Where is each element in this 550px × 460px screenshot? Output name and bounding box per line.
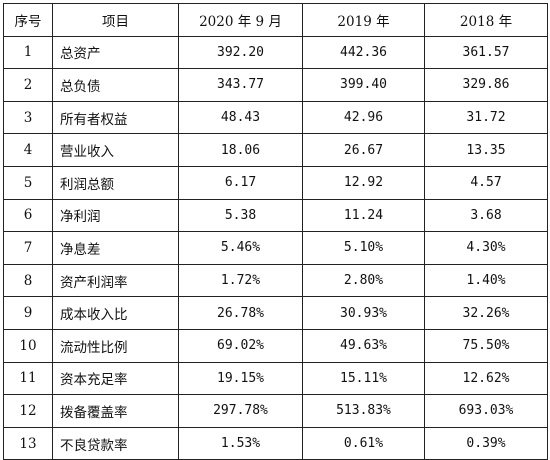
header-serial-number: 序号 (3, 3, 53, 37)
value-2020-sep: 1.72% (178, 263, 303, 298)
table-row: 11 资本充足率 19.15% 15.11% 12.62% (3, 361, 548, 396)
item-name: 净利润 (52, 198, 179, 233)
row-number: 2 (3, 68, 53, 102)
value-2019: 15.11% (302, 361, 425, 396)
item-name: 不良贷款率 (52, 426, 179, 460)
value-2019: 442.36 (302, 35, 425, 70)
value-2020-sep: 343.77 (178, 68, 303, 102)
item-name: 利润总额 (52, 165, 179, 200)
row-number: 9 (3, 296, 53, 330)
table-row: 13 不良贷款率 1.53% 0.61% 0.39% (3, 426, 548, 460)
item-name: 拨备覆盖率 (52, 394, 179, 428)
value-2019: 513.83% (302, 394, 425, 428)
value-2019: 42.96 (302, 100, 425, 135)
header-item: 项目 (52, 3, 179, 37)
row-number: 7 (3, 231, 53, 265)
value-2018: 31.72 (424, 100, 548, 135)
row-number: 10 (3, 328, 53, 363)
value-2018: 3.68 (424, 198, 548, 233)
value-2019: 0.61% (302, 426, 425, 460)
row-number: 13 (3, 426, 53, 460)
value-2019: 26.67 (302, 133, 425, 167)
row-number: 5 (3, 165, 53, 200)
table-body: 1 总资产 392.20 442.36 361.57 2 总负债 343.77 399.40 32… (3, 35, 548, 460)
item-name: 总负债 (52, 68, 179, 102)
value-2018: 329.86 (424, 68, 548, 102)
table-row: 9 成本收入比 26.78% 30.93% 32.26% (3, 296, 548, 330)
row-number: 6 (3, 198, 53, 233)
table-row: 8 资产利润率 1.72% 2.80% 1.40% (3, 263, 548, 298)
value-2019: 12.92 (302, 165, 425, 200)
table-row: 12 拨备覆盖率 297.78% 513.83% 693.03% (3, 394, 548, 428)
value-2018: 12.62% (424, 361, 548, 396)
value-2020-sep: 5.46% (178, 231, 303, 265)
value-2020-sep: 69.02% (178, 328, 303, 363)
row-number: 1 (3, 35, 53, 70)
item-name: 资本充足率 (52, 361, 179, 396)
value-2019: 49.63% (302, 328, 425, 363)
value-2018: 4.57 (424, 165, 548, 200)
table-row: 4 营业收入 18.06 26.67 13.35 (3, 133, 548, 167)
table-row: 10 流动性比例 69.02% 49.63% 75.50% (3, 328, 548, 363)
table-row: 7 净息差 5.46% 5.10% 4.30% (3, 231, 548, 265)
row-number: 4 (3, 133, 53, 167)
value-2020-sep: 19.15% (178, 361, 303, 396)
financial-indicators-table: 序号 项目 2020 年 9 月 2019 年 2018 年 1 总资产 392.2… (3, 3, 548, 460)
item-name: 总资产 (52, 35, 179, 70)
item-name: 净息差 (52, 231, 179, 265)
value-2018: 693.03% (424, 394, 548, 428)
value-2018: 1.40% (424, 263, 548, 298)
item-name: 所有者权益 (52, 100, 179, 135)
value-2018: 361.57 (424, 35, 548, 70)
value-2018: 13.35 (424, 133, 548, 167)
table-row: 1 总资产 392.20 442.36 361.57 (3, 35, 548, 70)
row-number: 11 (3, 361, 53, 396)
value-2019: 399.40 (302, 68, 425, 102)
value-2019: 5.10% (302, 231, 425, 265)
item-name: 资产利润率 (52, 263, 179, 298)
table-header-row: 序号 项目 2020 年 9 月 2019 年 2018 年 (3, 3, 548, 37)
item-name: 营业收入 (52, 133, 179, 167)
value-2020-sep: 26.78% (178, 296, 303, 330)
table-row: 6 净利润 5.38 11.24 3.68 (3, 198, 548, 233)
table-row: 2 总负债 343.77 399.40 329.86 (3, 68, 548, 102)
value-2018: 32.26% (424, 296, 548, 330)
header-2018: 2018 年 (424, 3, 548, 37)
financial-table-container: 序号 项目 2020 年 9 月 2019 年 2018 年 1 总资产 392.2… (3, 3, 548, 460)
item-name: 成本收入比 (52, 296, 179, 330)
value-2019: 2.80% (302, 263, 425, 298)
header-2019: 2019 年 (302, 3, 425, 37)
value-2019: 11.24 (302, 198, 425, 233)
value-2020-sep: 297.78% (178, 394, 303, 428)
row-number: 3 (3, 100, 53, 135)
value-2020-sep: 392.20 (178, 35, 303, 70)
header-2020-sep: 2020 年 9 月 (178, 3, 303, 37)
value-2020-sep: 18.06 (178, 133, 303, 167)
value-2018: 4.30% (424, 231, 548, 265)
value-2019: 30.93% (302, 296, 425, 330)
value-2020-sep: 1.53% (178, 426, 303, 460)
item-name: 流动性比例 (52, 328, 179, 363)
value-2018: 0.39% (424, 426, 548, 460)
table-row: 3 所有者权益 48.43 42.96 31.72 (3, 100, 548, 135)
value-2020-sep: 48.43 (178, 100, 303, 135)
row-number: 12 (3, 394, 53, 428)
table-row: 5 利润总额 6.17 12.92 4.57 (3, 165, 548, 200)
value-2018: 75.50% (424, 328, 548, 363)
value-2020-sep: 6.17 (178, 165, 303, 200)
value-2020-sep: 5.38 (178, 198, 303, 233)
row-number: 8 (3, 263, 53, 298)
